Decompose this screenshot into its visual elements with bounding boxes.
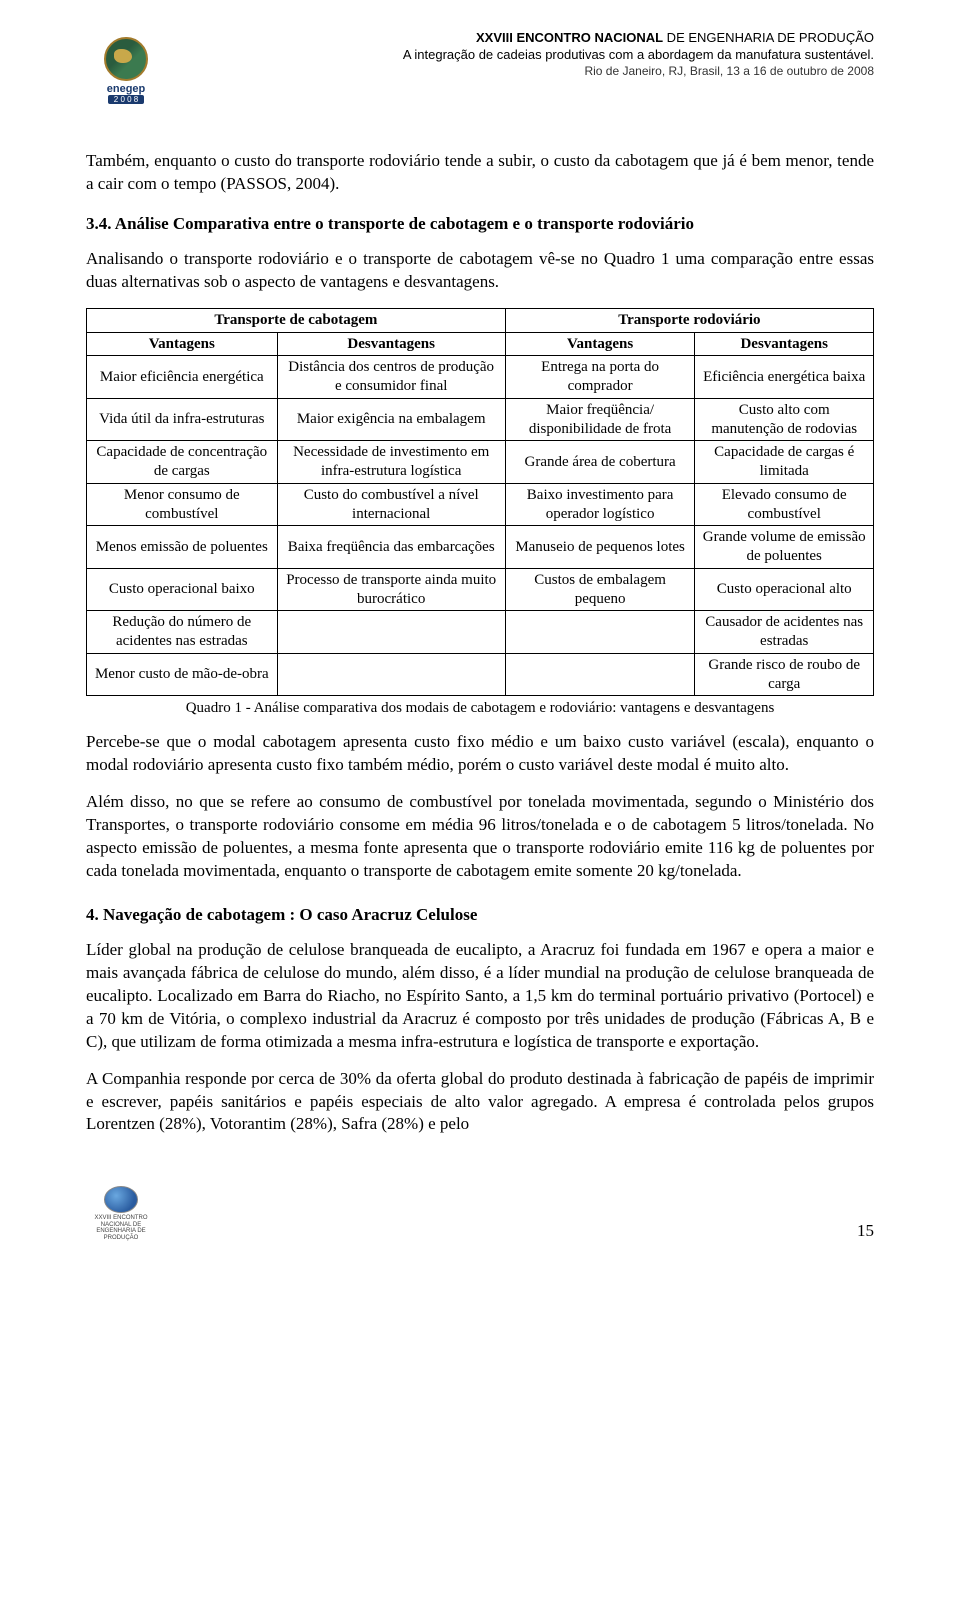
table-cell: Manuseio de pequenos lotes [505, 526, 695, 569]
table-cell: Custo do combustível a nível internacion… [277, 483, 505, 526]
table-cell: Custo alto com manutenção de rodovias [695, 398, 874, 441]
table-cell: Capacidade de cargas é limitada [695, 441, 874, 484]
table-row: Custo operacional baixoProcesso de trans… [87, 568, 874, 611]
paragraph: Líder global na produção de celulose bra… [86, 939, 874, 1054]
table-cell: Maior freqüência/ disponibilidade de fro… [505, 398, 695, 441]
table-cell: Maior eficiência energética [87, 356, 278, 399]
table-cell: Distância dos centros de produção e cons… [277, 356, 505, 399]
table-cell: Necessidade de investimento em infra-est… [277, 441, 505, 484]
table-subheader: Desvantagens [695, 332, 874, 356]
section-heading: 3.4. Análise Comparativa entre o transpo… [86, 214, 874, 234]
paragraph: Também, enquanto o custo do transporte r… [86, 150, 874, 196]
header-location: Rio de Janeiro, RJ, Brasil, 13 a 16 de o… [178, 64, 874, 80]
table-subheader: Vantagens [87, 332, 278, 356]
table-cell: Causador de acidentes nas estradas [695, 611, 874, 654]
table-cell: Custo operacional alto [695, 568, 874, 611]
table-cell: Grande volume de emissão de poluentes [695, 526, 874, 569]
table-cell: Grande risco de roubo de carga [695, 653, 874, 696]
table-subheader: Desvantagens [277, 332, 505, 356]
table-cell [505, 653, 695, 696]
page-footer: XXVIII ENCONTRO NACIONAL DE ENGENHARIA D… [86, 1186, 874, 1241]
header-title: XXVIII ENCONTRO NACIONAL DE ENGENHARIA D… [178, 30, 874, 47]
table-group-header: Transporte de cabotagem [87, 308, 506, 332]
table-cell: Custo operacional baixo [87, 568, 278, 611]
header-title-rest: DE ENGENHARIA DE PRODUÇÃO [663, 30, 874, 45]
page-number: 15 [857, 1221, 874, 1241]
header-text: XXVIII ENCONTRO NACIONAL DE ENGENHARIA D… [178, 30, 874, 79]
table-cell: Capacidade de concentração de cargas [87, 441, 278, 484]
table-cell: Baixa freqüência das embarcações [277, 526, 505, 569]
table-cell: Entrega na porta do comprador [505, 356, 695, 399]
page-header: enegep 2 0 0 8 XXVIII ENCONTRO NACIONAL … [86, 30, 874, 110]
logo-year: 2 0 0 8 [108, 95, 144, 104]
table-header-row: Transporte de cabotagem Transporte rodov… [87, 308, 874, 332]
table-group-header: Transporte rodoviário [505, 308, 873, 332]
table-cell: Menor custo de mão-de-obra [87, 653, 278, 696]
table-cell: Grande área de cobertura [505, 441, 695, 484]
table-row: Menor custo de mão-de-obra Grande risco d… [87, 653, 874, 696]
footer-logo: XXVIII ENCONTRO NACIONAL DE ENGENHARIA D… [86, 1186, 156, 1241]
table-cell: Eficiência energética baixa [695, 356, 874, 399]
paragraph: Além disso, no que se refere ao consumo … [86, 791, 874, 883]
table-subheader: Vantagens [505, 332, 695, 356]
header-title-bold: XXVIII ENCONTRO NACIONAL [476, 30, 663, 45]
table-row: Vida útil da infra-estruturasMaior exigê… [87, 398, 874, 441]
table-cell: Processo de transporte ainda muito buroc… [277, 568, 505, 611]
table-cell [277, 653, 505, 696]
table-cell: Menos emissão de poluentes [87, 526, 278, 569]
footer-logo-text: XXVIII ENCONTRO NACIONAL DE ENGENHARIA D… [86, 1215, 156, 1241]
table-row: Menos emissão de poluentesBaixa freqüênc… [87, 526, 874, 569]
table-cell: Menor consumo de combustível [87, 483, 278, 526]
table-cell: Custos de embalagem pequeno [505, 568, 695, 611]
globe-icon [104, 37, 148, 81]
logo-text: enegep [107, 83, 146, 95]
section-heading: 4. Navegação de cabotagem : O caso Aracr… [86, 905, 874, 925]
table-cell: Baixo investimento para operador logísti… [505, 483, 695, 526]
page: enegep 2 0 0 8 XXVIII ENCONTRO NACIONAL … [0, 0, 960, 1281]
footer-globe-icon [104, 1186, 138, 1213]
header-subtitle: A integração de cadeias produtivas com a… [178, 47, 874, 64]
paragraph: A Companhia responde por cerca de 30% da… [86, 1068, 874, 1137]
table-row: Redução do número de acidentes nas estra… [87, 611, 874, 654]
table-cell: Redução do número de acidentes nas estra… [87, 611, 278, 654]
table-row: Capacidade de concentração de cargasNece… [87, 441, 874, 484]
table-cell: Maior exigência na embalagem [277, 398, 505, 441]
table-row: Maior eficiência energéticaDistância dos… [87, 356, 874, 399]
table-cell: Vida útil da infra-estruturas [87, 398, 278, 441]
comparison-table: Transporte de cabotagem Transporte rodov… [86, 308, 874, 697]
table-subheader-row: Vantagens Desvantagens Vantagens Desvant… [87, 332, 874, 356]
table-cell: Elevado consumo de combustível [695, 483, 874, 526]
table-caption: Quadro 1 - Análise comparativa dos modai… [86, 700, 874, 717]
paragraph: Percebe-se que o modal cabotagem apresen… [86, 731, 874, 777]
logo: enegep 2 0 0 8 [86, 30, 166, 110]
table-row: Menor consumo de combustívelCusto do com… [87, 483, 874, 526]
table-cell [505, 611, 695, 654]
table-cell [277, 611, 505, 654]
paragraph: Analisando o transporte rodoviário e o t… [86, 248, 874, 294]
